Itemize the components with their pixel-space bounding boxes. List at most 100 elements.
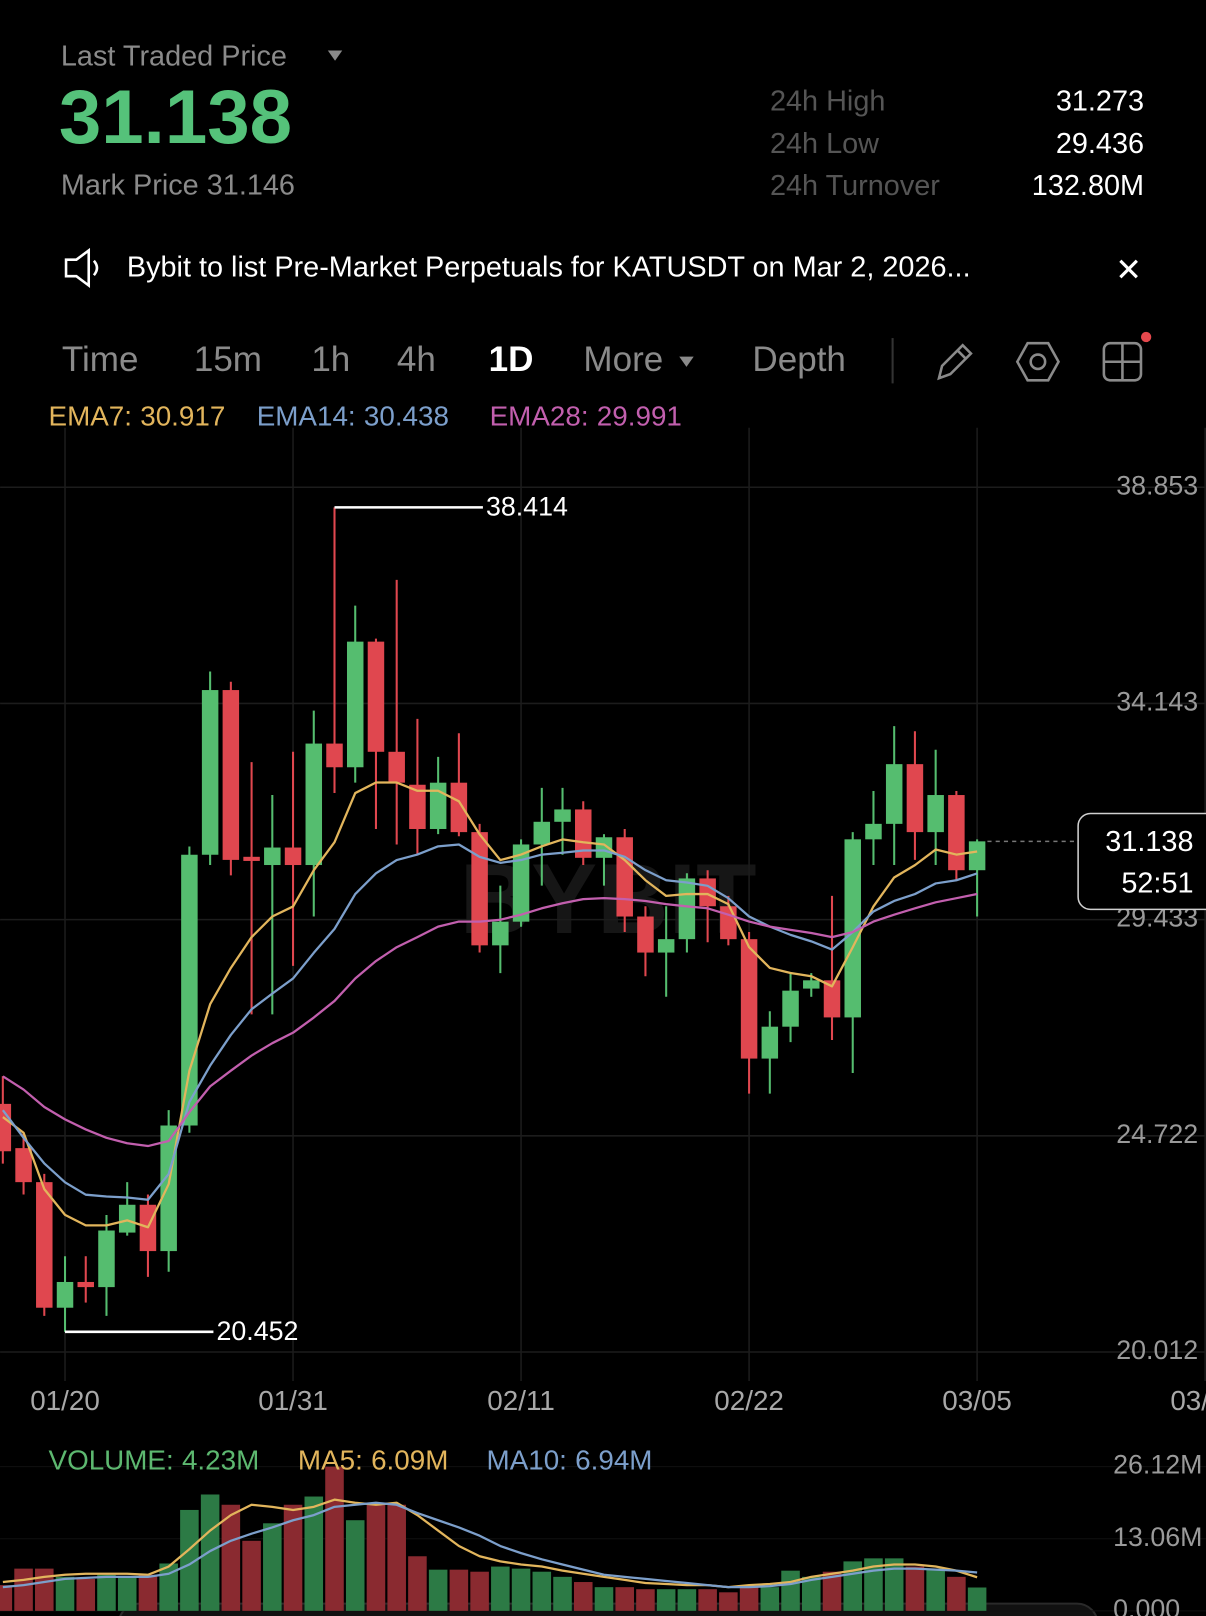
candle-body	[492, 921, 509, 946]
ma-line	[2, 1501, 978, 1589]
stat-value: 132.80M	[1032, 170, 1144, 202]
volume-bar	[325, 1466, 344, 1611]
volume-legend-item: MA5: 6.09M	[298, 1445, 448, 1476]
volume-bar	[387, 1504, 406, 1611]
legend-value: 30.917	[140, 401, 225, 432]
candle-body	[927, 795, 944, 833]
countdown: 52:51	[1121, 867, 1193, 899]
volume-bar	[14, 1568, 33, 1611]
volume-bar	[200, 1494, 220, 1611]
candle-body	[637, 916, 654, 953]
extreme-label: 38.414	[486, 491, 568, 521]
volume-bar	[263, 1523, 282, 1611]
extreme-label: 20.452	[217, 1316, 299, 1346]
volume-bar	[428, 1569, 448, 1611]
candle-body	[865, 823, 882, 840]
legend-item: EMA7: 30.917	[49, 401, 226, 432]
ema-line	[2, 781, 978, 1229]
candle-body	[678, 878, 696, 940]
candle-body	[243, 856, 260, 861]
volume-bar	[449, 1569, 469, 1611]
volume-bar	[532, 1571, 552, 1611]
legend-name: MA10:	[487, 1445, 567, 1476]
volume-bar	[802, 1576, 821, 1611]
candle-body	[118, 1204, 136, 1233]
volume-bar	[677, 1589, 697, 1611]
volume-bar	[636, 1589, 655, 1611]
tab[interactable]: 1D	[489, 340, 534, 379]
candle-body	[36, 1182, 53, 1308]
tab[interactable]: Depth	[752, 340, 845, 379]
tab[interactable]: 15m	[194, 340, 262, 379]
candle-body	[367, 641, 385, 752]
candle-body	[554, 809, 571, 822]
candle-body	[450, 782, 468, 833]
y-tick-label: 20.012	[1116, 1335, 1198, 1365]
volume-tick-label: 26.12M	[1113, 1450, 1202, 1480]
volume-bar	[117, 1576, 137, 1611]
volume-bar	[283, 1504, 303, 1611]
volume-bar	[304, 1496, 324, 1611]
legend-value: 6.94M	[575, 1445, 652, 1476]
tab[interactable]: More	[583, 340, 663, 379]
candle-body	[326, 743, 343, 768]
volume-legend-item: VOLUME: 4.23M	[49, 1445, 260, 1476]
volume-bar	[242, 1540, 261, 1611]
legend-value: 29.991	[597, 401, 682, 432]
volume-tick-label: 0.000	[1113, 1594, 1180, 1616]
volume-bar	[35, 1568, 54, 1611]
candle-body	[575, 809, 592, 858]
x-tick-label: 02/11	[487, 1385, 555, 1416]
candle-body	[284, 847, 302, 866]
volume-bar	[594, 1587, 614, 1611]
candle-body	[98, 1230, 115, 1288]
candle-body	[471, 832, 488, 946]
volume-bar	[511, 1568, 531, 1611]
more-caret[interactable]	[679, 356, 694, 367]
close-button[interactable]	[1119, 259, 1138, 279]
x-tick-label: 01/20	[30, 1385, 100, 1416]
candle-body	[616, 837, 633, 917]
stat-value: 29.436	[1056, 128, 1144, 160]
candle-body	[761, 1026, 779, 1059]
volume-bar	[719, 1592, 738, 1611]
candle-body	[429, 782, 447, 829]
mark-price: Mark Price 31.146	[61, 169, 295, 201]
tab[interactable]: 4h	[397, 340, 436, 379]
volume-bar	[76, 1578, 96, 1611]
y-tick-label: 34.143	[1116, 686, 1198, 716]
candle-body	[803, 980, 820, 989]
settings-icon[interactable]	[1015, 341, 1061, 382]
tab[interactable]: Time	[62, 340, 139, 379]
price-caret[interactable]	[327, 50, 343, 61]
candle-body	[181, 854, 198, 1126]
notification-dot	[1140, 331, 1152, 343]
candle-body	[15, 1148, 32, 1183]
layout-icon[interactable]	[1102, 341, 1143, 382]
volume-bar	[884, 1558, 904, 1611]
last-price: 31.138	[59, 75, 292, 160]
announcement[interactable]: Bybit to list Pre-Market Perpetuals for …	[127, 252, 971, 284]
draw-tool-icon[interactable]	[937, 343, 973, 381]
volume-bar	[656, 1589, 676, 1611]
volume-bar	[55, 1576, 75, 1611]
candle-body	[906, 764, 924, 833]
volume-bar	[0, 1585, 13, 1611]
volume-bar	[366, 1504, 386, 1611]
candle-body	[968, 841, 986, 871]
candle-body	[0, 1103, 12, 1152]
tab[interactable]: 1h	[311, 340, 350, 379]
volume-bar	[470, 1571, 489, 1611]
candle-body	[533, 821, 551, 845]
stat-label: 24h Turnover	[770, 170, 940, 202]
tabs: Time 15m 1h 4h 1D More Depth	[62, 340, 846, 379]
volume-bar	[781, 1570, 800, 1611]
candle-body	[657, 939, 675, 953]
stat-label: 24h High	[770, 86, 885, 118]
volume-bar	[573, 1582, 593, 1611]
price-label[interactable]: Last Traded Price	[61, 40, 287, 72]
candle-body	[305, 743, 323, 866]
